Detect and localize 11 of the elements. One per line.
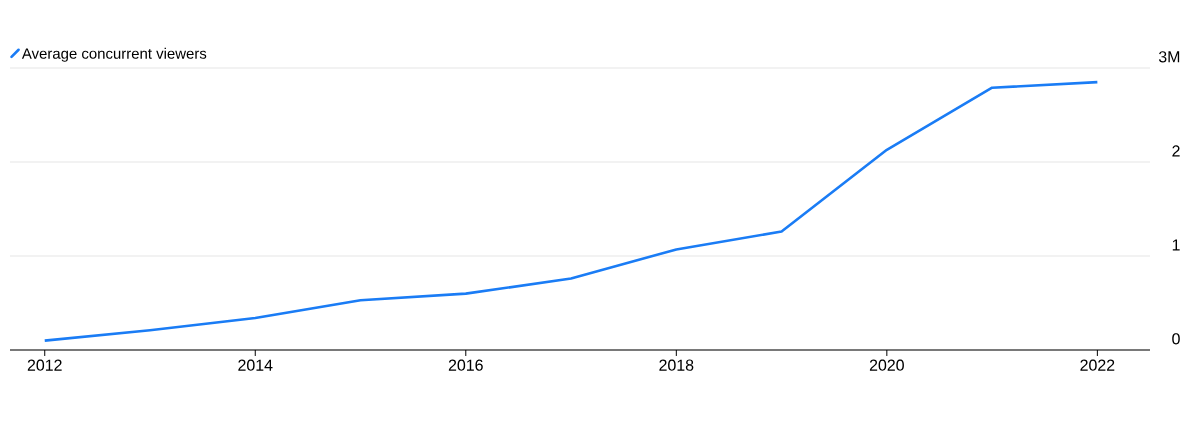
x-tick-label: 2020 bbox=[869, 359, 904, 371]
x-tick-label: 2012 bbox=[27, 359, 62, 371]
y-tick-label: 2 bbox=[1172, 145, 1180, 157]
legend-label: Average concurrent viewers bbox=[21, 47, 207, 62]
x-tick-label: 2016 bbox=[448, 359, 483, 371]
x-tick-label: 2018 bbox=[659, 359, 694, 371]
y-tick-label: 3M bbox=[1158, 51, 1180, 63]
x-tick-label: 2014 bbox=[238, 359, 273, 371]
x-tick-label: 2022 bbox=[1080, 359, 1115, 371]
y-tick-label: 0 bbox=[1172, 333, 1180, 345]
y-tick-label: 1 bbox=[1172, 239, 1180, 251]
